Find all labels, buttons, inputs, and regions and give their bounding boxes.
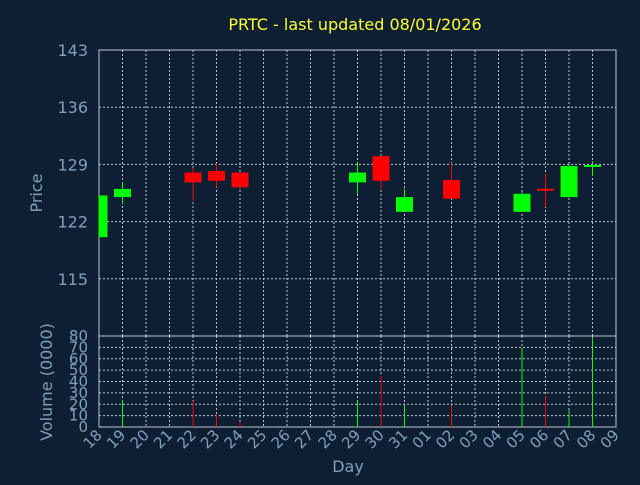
day-tick-label: 03 [456,426,482,452]
day-tick-label: 06 [526,426,552,452]
volume-axis-label: Volume (0000) [37,323,56,441]
day-axis-label: Day [332,457,364,476]
candle-body [208,170,225,181]
candle [537,174,554,207]
price-axis-label: Price [27,173,46,212]
candle [513,192,531,212]
candle-body [372,156,390,181]
volume-tick-label: 0 [78,418,88,436]
candle-body [99,195,108,238]
day-tick-label: 29 [338,426,364,452]
candle [114,182,131,204]
day-axis: 1819202122232425262728293031010203040506… [80,426,623,452]
day-tick-label: 25 [244,426,270,452]
day-tick-label: 19 [103,426,129,452]
day-tick-label: 07 [550,426,576,452]
day-tick-label: 22 [174,426,200,452]
day-tick-label: 01 [409,426,435,452]
price-tick-label: 122 [57,213,88,232]
candle [184,167,202,202]
volume-tick-label: 80 [69,327,88,345]
day-tick-label: 09 [597,426,623,452]
candle [584,161,601,176]
volume-tick-label: 20 [69,395,88,413]
candle-body [443,179,460,199]
volume-tick-label: 60 [69,350,88,368]
day-tick-label: 27 [291,426,317,452]
day-tick-label: 28 [315,426,341,452]
volume-grid [99,336,616,427]
price-tick-label: 136 [57,98,88,117]
volume-tick-label: 40 [69,373,88,391]
candle [396,188,413,212]
candle-body [349,172,366,183]
candle [98,195,108,238]
price-tick-label: 129 [57,155,88,174]
day-tick-label: 26 [268,426,294,452]
candle [443,162,460,199]
day-tick-label: 30 [362,426,388,452]
candle-body [114,188,131,198]
candle-body [513,193,531,212]
candle [208,163,225,188]
volume-tick-label: 10 [69,407,88,425]
volume-tick-label: 50 [69,361,88,379]
volume-tick-label: 30 [69,384,88,402]
price-tick-label: 115 [57,270,88,289]
day-tick-label: 02 [432,426,458,452]
candle-body [231,172,249,188]
price-axis: 115 122 129 136 143 [57,41,88,289]
candle-body [184,172,202,183]
day-tick-label: 20 [127,426,153,452]
candle [231,172,249,189]
day-tick-label: 24 [221,426,247,452]
day-tick-label: 31 [385,426,411,452]
chart-title: PRTC - last updated 08/01/2026 [228,15,481,34]
volume-series [122,338,593,427]
day-tick-label: 04 [479,426,505,452]
candle-body [396,197,413,212]
candle-body [560,166,578,198]
candle [349,162,366,194]
price-tick-label: 143 [57,41,88,60]
day-tick-label: 21 [150,426,176,452]
candle [372,156,390,189]
day-tick-label: 08 [573,426,599,452]
candle [560,164,578,198]
volume-tick-label: 70 [69,338,88,356]
candlestick-series [98,156,601,238]
day-tick-label: 05 [503,426,529,452]
day-tick-label: 23 [197,426,223,452]
